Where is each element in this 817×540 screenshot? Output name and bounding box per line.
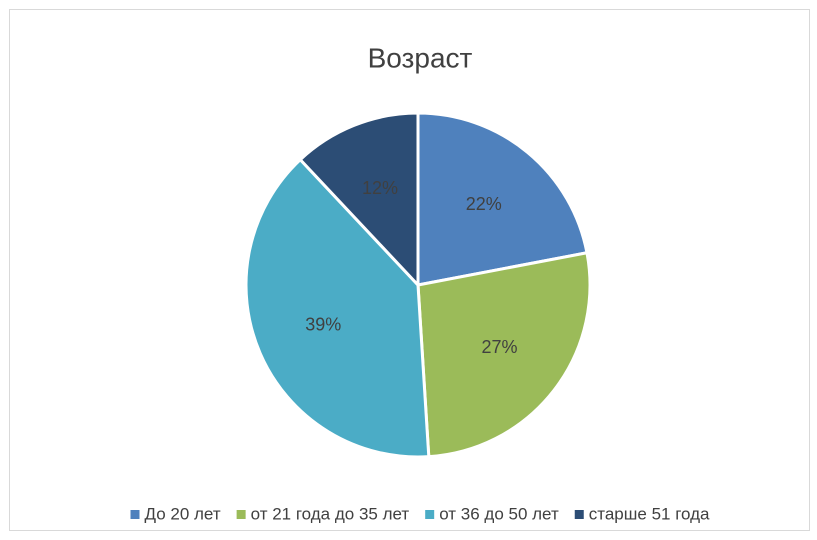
legend-marker — [425, 510, 435, 519]
pie-slice — [416, 251, 592, 459]
pie-slice — [416, 111, 589, 287]
legend-label: от 21 года до 35 лет — [251, 504, 410, 523]
pie-slice — [244, 157, 431, 459]
legend-marker — [236, 510, 246, 519]
legend-marker — [130, 510, 140, 519]
legend-marker — [574, 510, 584, 519]
pie-slice — [298, 111, 420, 289]
legend-label: До 20 лет — [145, 504, 221, 523]
data-label: 12% — [362, 178, 398, 198]
data-label: 27% — [482, 337, 518, 357]
legend-label: от 36 до 50 лет — [439, 504, 559, 523]
data-label: 39% — [305, 315, 341, 335]
legend-label: старше 51 года — [589, 504, 710, 523]
chart-title: Возраст — [368, 42, 473, 73]
data-label: 22% — [466, 194, 502, 214]
